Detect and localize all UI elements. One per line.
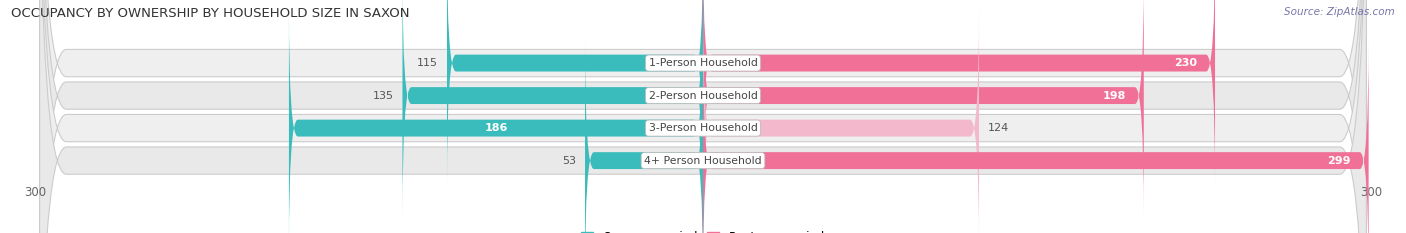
Text: 198: 198 [1102, 91, 1126, 101]
Text: OCCUPANCY BY OWNERSHIP BY HOUSEHOLD SIZE IN SAXON: OCCUPANCY BY OWNERSHIP BY HOUSEHOLD SIZE… [11, 7, 409, 20]
Text: Source: ZipAtlas.com: Source: ZipAtlas.com [1284, 7, 1395, 17]
FancyBboxPatch shape [585, 39, 703, 233]
Text: 230: 230 [1174, 58, 1197, 68]
Text: 186: 186 [484, 123, 508, 133]
FancyBboxPatch shape [39, 0, 1367, 233]
FancyBboxPatch shape [39, 0, 1367, 233]
FancyBboxPatch shape [703, 7, 979, 233]
Text: 4+ Person Household: 4+ Person Household [644, 156, 762, 166]
Legend: Owner-occupied, Renter-occupied: Owner-occupied, Renter-occupied [576, 226, 830, 233]
Text: 3-Person Household: 3-Person Household [648, 123, 758, 133]
FancyBboxPatch shape [447, 0, 703, 185]
FancyBboxPatch shape [703, 39, 1368, 233]
FancyBboxPatch shape [703, 0, 1144, 217]
FancyBboxPatch shape [288, 7, 703, 233]
Text: 135: 135 [373, 91, 394, 101]
Text: 299: 299 [1327, 156, 1351, 166]
FancyBboxPatch shape [39, 0, 1367, 233]
FancyBboxPatch shape [402, 0, 703, 217]
Text: 1-Person Household: 1-Person Household [648, 58, 758, 68]
Text: 2-Person Household: 2-Person Household [648, 91, 758, 101]
Text: 115: 115 [418, 58, 439, 68]
FancyBboxPatch shape [39, 0, 1367, 233]
Text: 124: 124 [988, 123, 1010, 133]
Text: 53: 53 [562, 156, 576, 166]
FancyBboxPatch shape [703, 0, 1215, 185]
